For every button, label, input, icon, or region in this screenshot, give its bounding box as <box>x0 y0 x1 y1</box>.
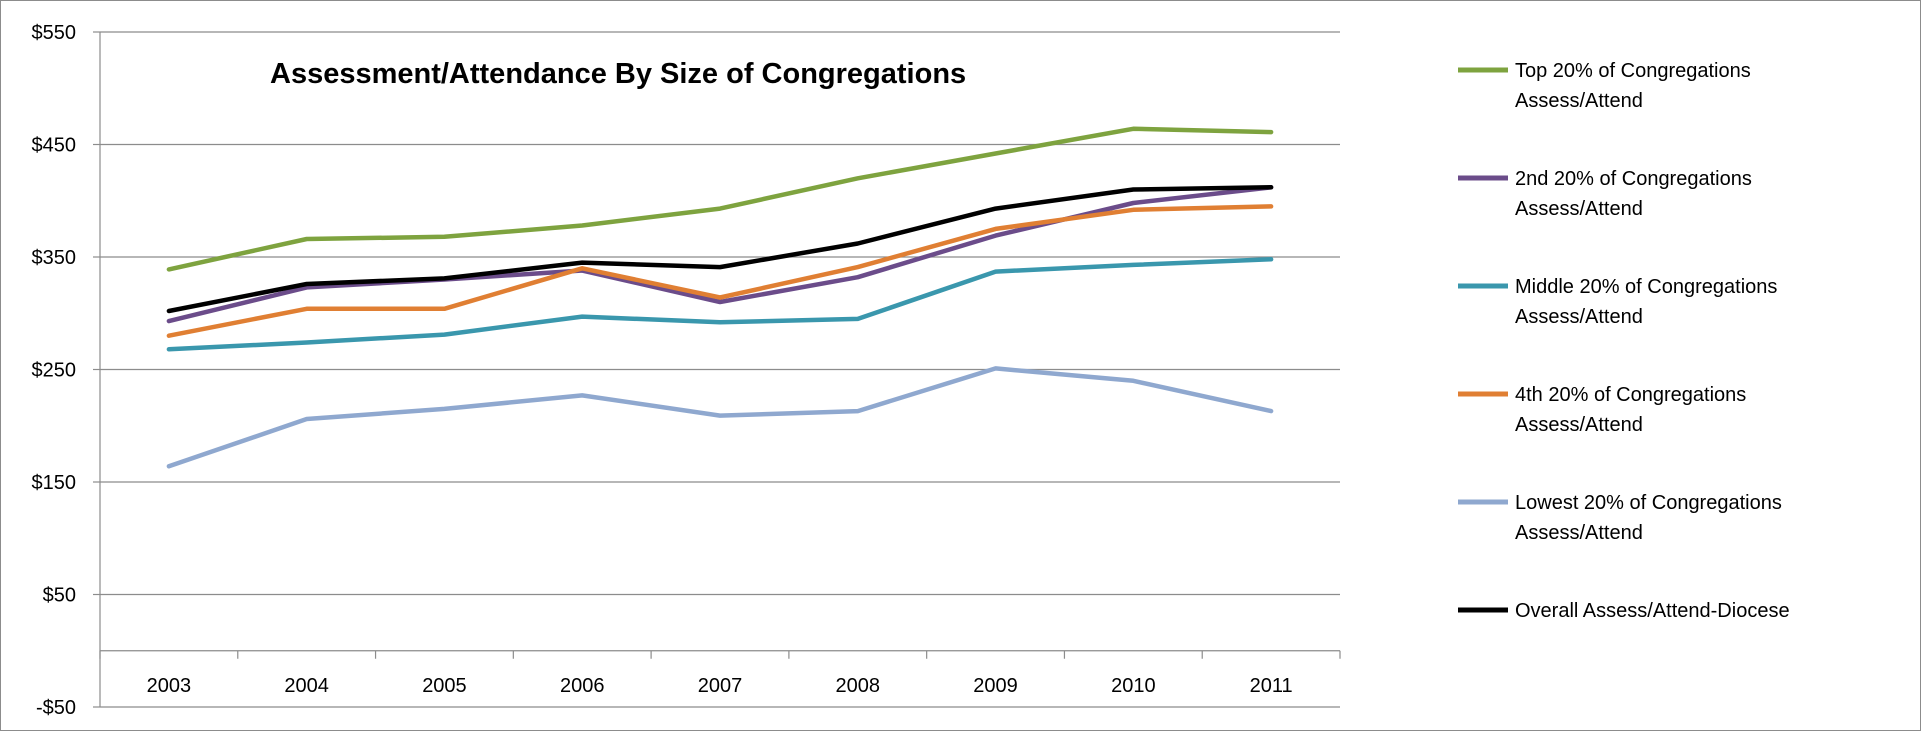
legend-label: Assess/Attend <box>1515 522 1643 544</box>
x-tick-label: 2009 <box>973 675 1018 697</box>
legend-item-3: Middle 20% of Congregations Assess/Attend <box>1458 276 1777 328</box>
legend-label: Lowest 20% of Congregations <box>1515 492 1782 514</box>
y-tick-label: $150 <box>32 472 77 494</box>
legend-item-4: 4th 20% of Congregations Assess/Attend <box>1458 384 1746 436</box>
legend-label: 2nd 20% of Congregations <box>1515 168 1752 190</box>
y-tick-label: $250 <box>32 360 77 382</box>
x-tick-label: 2006 <box>560 675 605 697</box>
x-tick-label: 2004 <box>284 675 329 697</box>
legend-label: Middle 20% of Congregations <box>1515 276 1777 298</box>
axes: -$50 $50 $150 $250 $350 $450 $550 2003 2004 2005 2… <box>32 22 1341 719</box>
legend-label: Assess/Attend <box>1515 198 1643 220</box>
legend-label: Assess/Attend <box>1515 414 1643 436</box>
legend-label: Assess/Attend <box>1515 306 1643 328</box>
legend-item-6: Overall Assess/Attend-Diocese <box>1458 600 1790 622</box>
series-lines <box>166 126 1274 469</box>
series-line-3 <box>166 257 1274 352</box>
legend-item-1: Top 20% of Congregations Assess/Attend <box>1458 60 1751 112</box>
x-tick-label: 2007 <box>698 675 743 697</box>
y-tick-label: $350 <box>32 247 77 269</box>
series-line-4 <box>166 204 1274 338</box>
legend-label: Top 20% of Congregations <box>1515 60 1751 82</box>
y-tick-label: $450 <box>32 135 77 157</box>
series-line-5 <box>166 366 1274 469</box>
x-tick-label: 2010 <box>1111 675 1156 697</box>
legend-label: 4th 20% of Congregations <box>1515 384 1746 406</box>
x-tick-label: 2005 <box>422 675 467 697</box>
series-line-1 <box>166 126 1274 272</box>
x-tick-label: 2003 <box>147 675 192 697</box>
legend-item-5: Lowest 20% of Congregations Assess/Attend <box>1458 492 1782 544</box>
series-line-2 <box>166 185 1274 324</box>
x-tick-label: 2011 <box>1250 675 1293 697</box>
legend-item-2: 2nd 20% of Congregations Assess/Attend <box>1458 168 1752 220</box>
gridlines <box>100 31 1340 708</box>
legend-label: Overall Assess/Attend-Diocese <box>1515 600 1790 622</box>
legend: Top 20% of CongregationsAssess/Attend2nd… <box>1458 60 1790 622</box>
y-tick-label: $50 <box>43 585 76 607</box>
series-line-6 <box>166 185 1274 314</box>
y-tick-label: $550 <box>32 22 77 44</box>
x-tick-label: 2008 <box>836 675 881 697</box>
y-tick-label: -$50 <box>36 697 76 719</box>
legend-label: Assess/Attend <box>1515 90 1643 112</box>
chart-title: Assessment/Attendance By Size of Congreg… <box>270 58 966 90</box>
